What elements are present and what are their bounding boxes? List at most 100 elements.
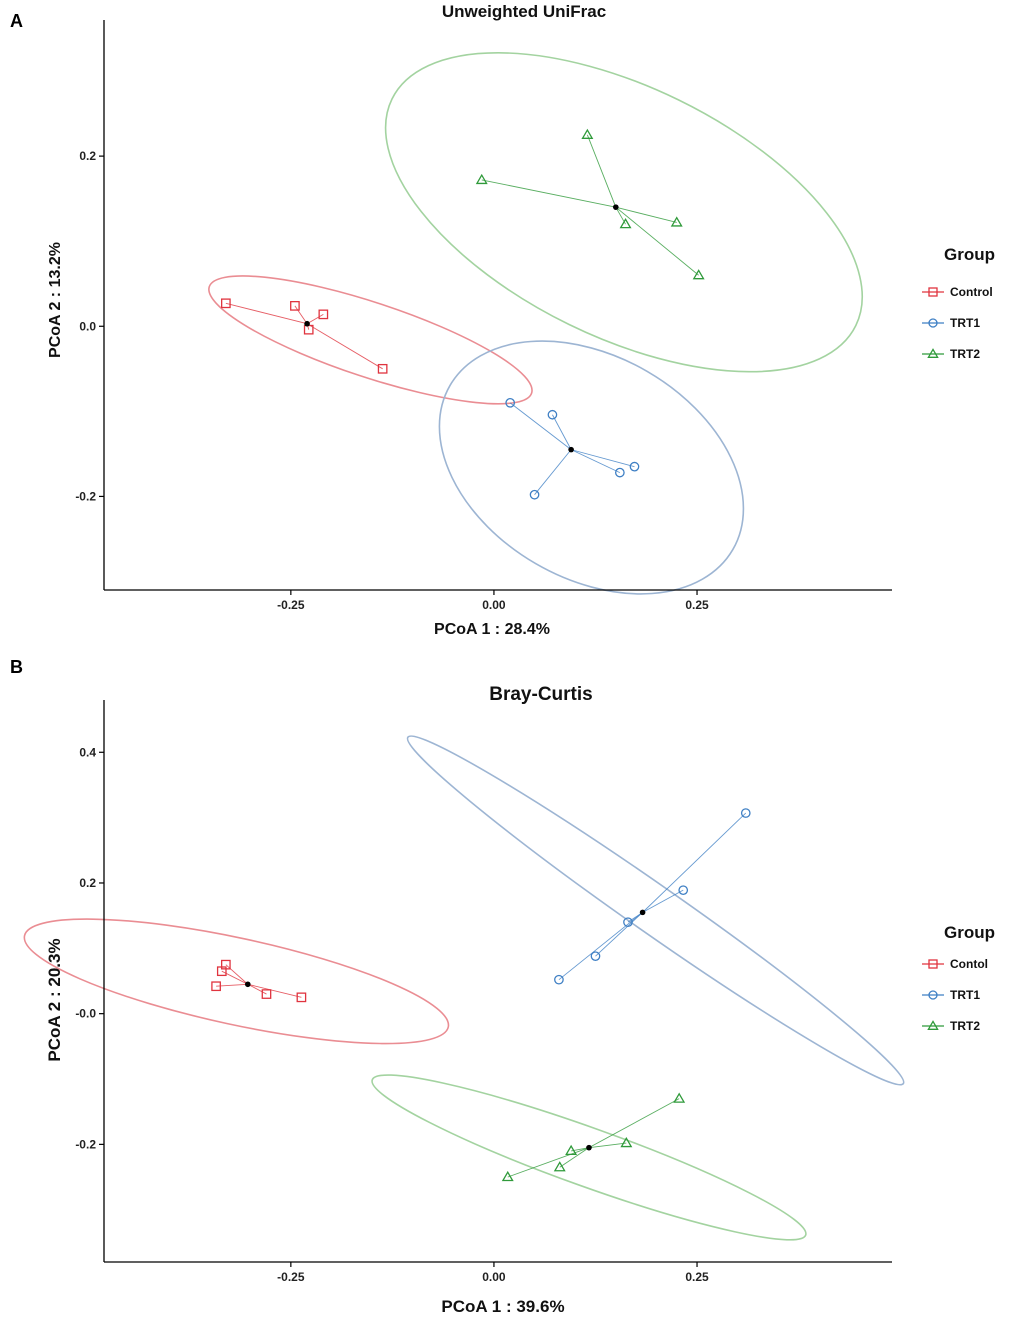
panel-a-spoke-trt1-4 bbox=[570, 449, 635, 468]
panel-a-x-tick-label-3: 0.25 bbox=[685, 598, 709, 612]
panel-a-point-trt1-5 bbox=[529, 489, 540, 500]
panel-a-y-ticks: 0.2 0.0 -0.2 bbox=[75, 149, 104, 503]
panel-a-ellipse-trt2 bbox=[384, 52, 864, 373]
panel-b-legend-label-contol: Contol bbox=[950, 957, 988, 971]
panel-a-y-tick-label-2: 0.0 bbox=[79, 319, 96, 333]
panel-b-y-ticks: 0.4 0.2 -0.0 -0.2 bbox=[75, 745, 104, 1151]
panel-b-x-tick-label-2: 0.00 bbox=[482, 1270, 506, 1284]
panel-b-centroids bbox=[244, 909, 646, 1151]
panel-a-spoke-trt1-5 bbox=[534, 449, 572, 495]
panel-a-centroid-control bbox=[304, 320, 310, 327]
panel-b-spoke-trt1-5 bbox=[642, 812, 747, 913]
panel-a-point-control-1 bbox=[221, 298, 231, 309]
panel-b-x-tick-label-3: 0.25 bbox=[685, 1270, 709, 1284]
panel-b-point-contol-5 bbox=[296, 992, 307, 1003]
panel-b-point-trt2-1 bbox=[501, 1170, 514, 1182]
panel-a-point-trt2-4 bbox=[619, 218, 632, 229]
panel-b-markers bbox=[211, 808, 751, 1182]
panel-b-point-trt1-5 bbox=[740, 808, 751, 818]
panel-a-spoke-control-2 bbox=[294, 305, 308, 324]
panel-a-point-trt1-2 bbox=[547, 409, 558, 420]
panel-b-spoke-contol-5 bbox=[247, 983, 302, 998]
panel-b-point-trt1-2 bbox=[590, 951, 601, 962]
panel-a-x-axis-label: PCoA 1 : 28.4% bbox=[434, 621, 550, 638]
panel-a-legend-entries: Control TRT1 TRT2 bbox=[922, 285, 993, 361]
panel-b-y-tick-label-2: 0.2 bbox=[79, 876, 96, 890]
panel-a-point-control-5 bbox=[377, 363, 388, 374]
panel-a-markers bbox=[221, 128, 705, 500]
panel-a-title: Unweighted UniFrac bbox=[442, 2, 606, 21]
panel-a-legend-label-trt2: TRT2 bbox=[950, 347, 980, 361]
panel-b-ellipse-contol bbox=[23, 918, 450, 1045]
panel-a-x-tick-label-2: 0.00 bbox=[482, 598, 506, 612]
panel-b-point-trt2-5 bbox=[673, 1092, 686, 1103]
panel-a-legend-title: Group bbox=[944, 245, 995, 264]
panel-a-spoke-trt2-3 bbox=[615, 206, 677, 223]
panel-b-spoke-trt1-2 bbox=[595, 912, 643, 957]
panel-b-x-ticks: -0.25 0.00 0.25 bbox=[277, 1262, 709, 1284]
panel-a-legend: Group Control TRT1 TRT2 bbox=[922, 245, 995, 361]
panel-b-spoke-trt1-4 bbox=[642, 889, 684, 913]
panel-b-legend-marker-trt1 bbox=[928, 990, 938, 1000]
panel-a-spoke-trt1-1 bbox=[509, 402, 572, 450]
panel-b-spoke-trt2-5 bbox=[588, 1098, 680, 1149]
panel-a-point-trt2-3 bbox=[670, 216, 683, 227]
panel-a-point-trt1-4 bbox=[629, 461, 640, 472]
panel-b-y-tick-label-1: 0.4 bbox=[79, 745, 96, 759]
panel-b-spoke-trt2-3 bbox=[559, 1147, 590, 1168]
panel-a-x-ticks: -0.25 0.00 0.25 bbox=[277, 590, 709, 612]
panel-b-centroid-trt2 bbox=[586, 1144, 592, 1151]
panel-a-centroid-trt2 bbox=[612, 204, 619, 210]
panel-a-legend-marker-trt1 bbox=[928, 318, 938, 328]
panel-a-point-trt2-5 bbox=[692, 269, 705, 280]
panel-b-x-tick-label-1: -0.25 bbox=[277, 1270, 305, 1284]
panel-b-point-trt2-3 bbox=[553, 1161, 566, 1172]
panel-a-y-tick-label-1: 0.2 bbox=[79, 149, 96, 163]
panel-b-legend-label-trt1: TRT1 bbox=[950, 988, 980, 1002]
panel-a-y-tick-label-3: -0.2 bbox=[75, 489, 96, 503]
panel-b-centroid-trt1 bbox=[639, 909, 646, 916]
panel-a-plot-area bbox=[208, 52, 864, 595]
panel-b-letter: B bbox=[10, 657, 23, 677]
panel-a-point-control-3 bbox=[318, 309, 329, 320]
panel-b-plot-area bbox=[23, 735, 905, 1241]
panel-b-spoke-trt1-3 bbox=[627, 912, 643, 923]
panel-b-legend-label-trt2: TRT2 bbox=[950, 1019, 980, 1033]
panel-a-spoke-trt2-2 bbox=[586, 134, 617, 208]
panel-a-spoke-trt1-2 bbox=[552, 414, 572, 450]
panel-a-spoke-trt1-3 bbox=[570, 449, 621, 474]
panel-b-point-trt1-4 bbox=[678, 885, 689, 896]
panel-b-y-tick-label-3: -0.0 bbox=[75, 1007, 96, 1021]
panel-b-ellipses bbox=[23, 735, 905, 1241]
panel-a-legend-marker-control bbox=[928, 287, 938, 297]
panel-a-y-axis-label: PCoA 2 : 13.2% bbox=[47, 242, 64, 358]
panel-a-ellipse-control bbox=[208, 275, 533, 405]
panel-a-centroids bbox=[304, 204, 619, 453]
panel-a-spoke-trt2-5 bbox=[615, 206, 699, 276]
panel-b-point-contol-2 bbox=[216, 966, 227, 977]
panel-b-legend-entries: Contol TRT1 TRT2 bbox=[922, 957, 988, 1033]
panel-b-ellipse-trt2 bbox=[371, 1074, 807, 1241]
panel-a-legend-marker-trt2 bbox=[927, 348, 939, 358]
panel-b-point-trt1-3 bbox=[623, 917, 633, 928]
panel-b-spoke-contol-4 bbox=[247, 983, 267, 995]
panel-a-ellipses bbox=[208, 52, 864, 595]
panel-a-legend-label-control: Control bbox=[950, 285, 993, 299]
panel-a-spoke-control-5 bbox=[306, 323, 383, 370]
panel-b: B Bray-Curtis -0.25 0.00 0.25 0.4 0.2 -0.0 -0… bbox=[10, 657, 995, 1316]
panel-b-legend-title: Group bbox=[944, 923, 995, 942]
panel-a-letter: A bbox=[10, 11, 23, 31]
panel-a-spokes bbox=[225, 134, 699, 495]
panel-a-point-control-2 bbox=[290, 301, 300, 311]
panel-a-spoke-trt2-1 bbox=[481, 179, 616, 208]
panel-b-title: Bray-Curtis bbox=[489, 684, 592, 705]
panel-b-ellipse-trt1 bbox=[406, 735, 905, 1086]
panel-b-point-contol-4 bbox=[261, 989, 272, 999]
panel-a-point-trt2-2 bbox=[581, 128, 594, 139]
panel-b-legend: Group Contol TRT1 TRT2 bbox=[922, 923, 995, 1033]
panel-b-spoke-contol-3 bbox=[216, 983, 248, 987]
panel-b-centroid-contol bbox=[244, 981, 251, 988]
panel-b-y-tick-label-4: -0.2 bbox=[75, 1137, 96, 1151]
panel-a-spoke-control-3 bbox=[306, 313, 324, 325]
panel-a-spoke-control-1 bbox=[225, 302, 308, 325]
